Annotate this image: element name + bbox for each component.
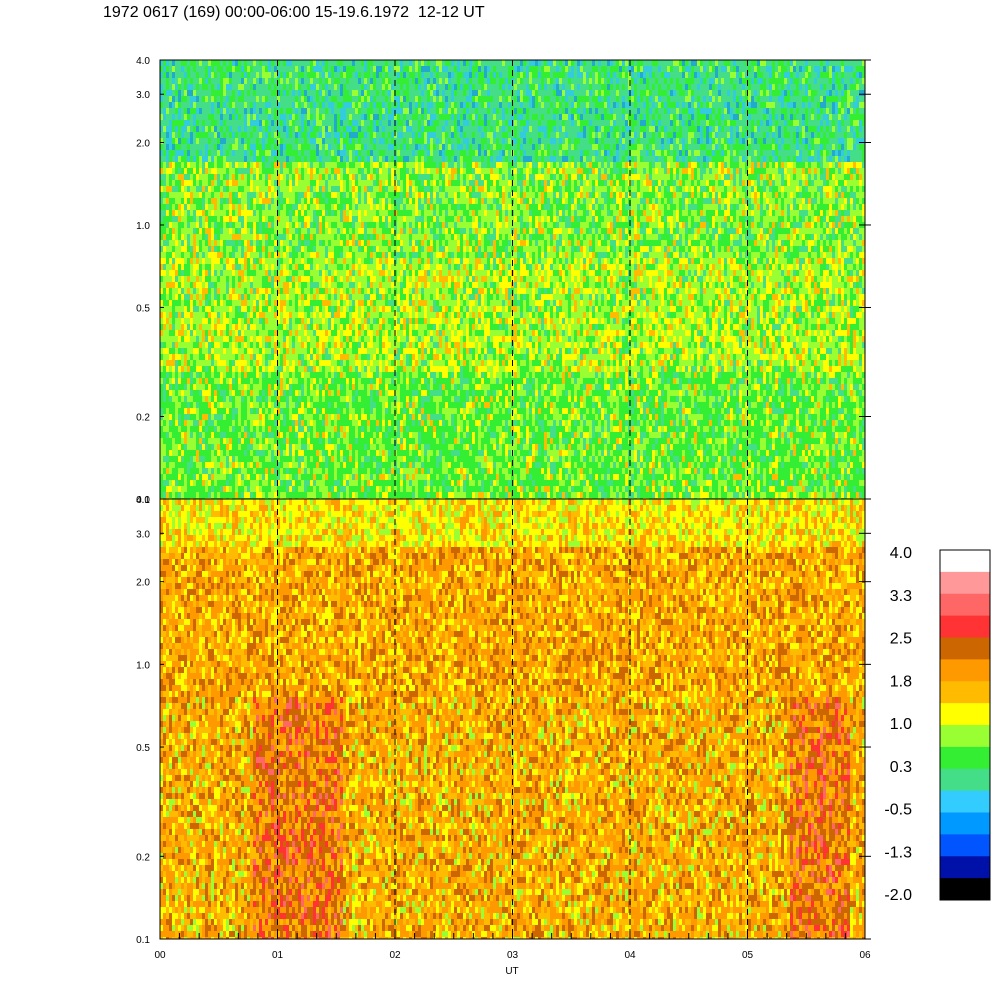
colorbar-swatch	[940, 615, 990, 638]
y-tick-label: 4.0	[136, 495, 150, 506]
y-tick-label: 2.0	[136, 138, 150, 149]
x-tick-label: 00	[154, 950, 166, 961]
y-tick-label: 3.0	[136, 529, 150, 540]
colorbar-swatch	[940, 790, 990, 813]
x-axis-label: UT	[505, 966, 518, 977]
colorbar-swatch	[940, 878, 990, 901]
y-tick-label: 3.0	[136, 90, 150, 101]
colorbar-swatch	[940, 746, 990, 770]
y-tick-label: 0.2	[136, 852, 150, 863]
y-tick-label: 2.0	[136, 578, 150, 589]
y-tick-label: 0.1	[136, 495, 150, 506]
x-tick-label: 02	[389, 950, 401, 961]
y-tick-label: 0.5	[136, 303, 150, 314]
colorbar-label: 1.8	[890, 673, 912, 690]
x-tick-label: 05	[742, 950, 754, 961]
colorbar-label: -0.5	[884, 802, 912, 819]
colorbar-label: -1.3	[884, 844, 912, 861]
colorbar-swatch	[940, 768, 990, 792]
colorbar: 4.0 3.3 2.5 1.8 1.0 0.3 -0.5 -1.3 -2.0	[884, 545, 991, 904]
colorbar-swatch	[940, 834, 990, 857]
x-tick-label: 06	[859, 950, 871, 961]
colorbar-swatch	[940, 725, 990, 748]
colorbar-swatch	[940, 637, 990, 660]
chart-title: 1972 0617 (169) 00:00-06:00 15-19.6.1972…	[103, 4, 485, 22]
colorbar-frame	[939, 549, 991, 901]
y-tick-label: 0.5	[136, 743, 150, 754]
colorbar-swatch	[940, 550, 990, 573]
colorbar-label: -2.0	[884, 887, 912, 904]
colorbar-label: 4.0	[890, 545, 912, 562]
colorbar-swatch	[940, 856, 990, 879]
colorbar-swatch	[940, 681, 990, 704]
y-tick-label: 0.2	[136, 413, 150, 424]
colorbar-label: 2.5	[890, 631, 912, 648]
colorbar-swatch	[940, 659, 990, 682]
colorbar-swatch	[940, 812, 990, 835]
colorbar-label: 0.3	[890, 759, 912, 776]
x-tick-label: 04	[624, 950, 636, 961]
colorbar-swatch	[940, 703, 990, 726]
colorbar-swatch	[940, 593, 990, 617]
y-tick-label: 1.0	[136, 221, 150, 232]
y-tick-label: 1.0	[136, 660, 150, 671]
x-tick-label: 03	[507, 950, 519, 961]
colorbar-label: 3.3	[890, 588, 912, 605]
x-tick-label: 01	[272, 950, 284, 961]
colorbar-swatch	[940, 571, 990, 595]
y-tick-label: 0.1	[136, 935, 150, 946]
y-tick-label: 4.0	[136, 56, 150, 67]
colorbar-label: 1.0	[890, 716, 912, 733]
